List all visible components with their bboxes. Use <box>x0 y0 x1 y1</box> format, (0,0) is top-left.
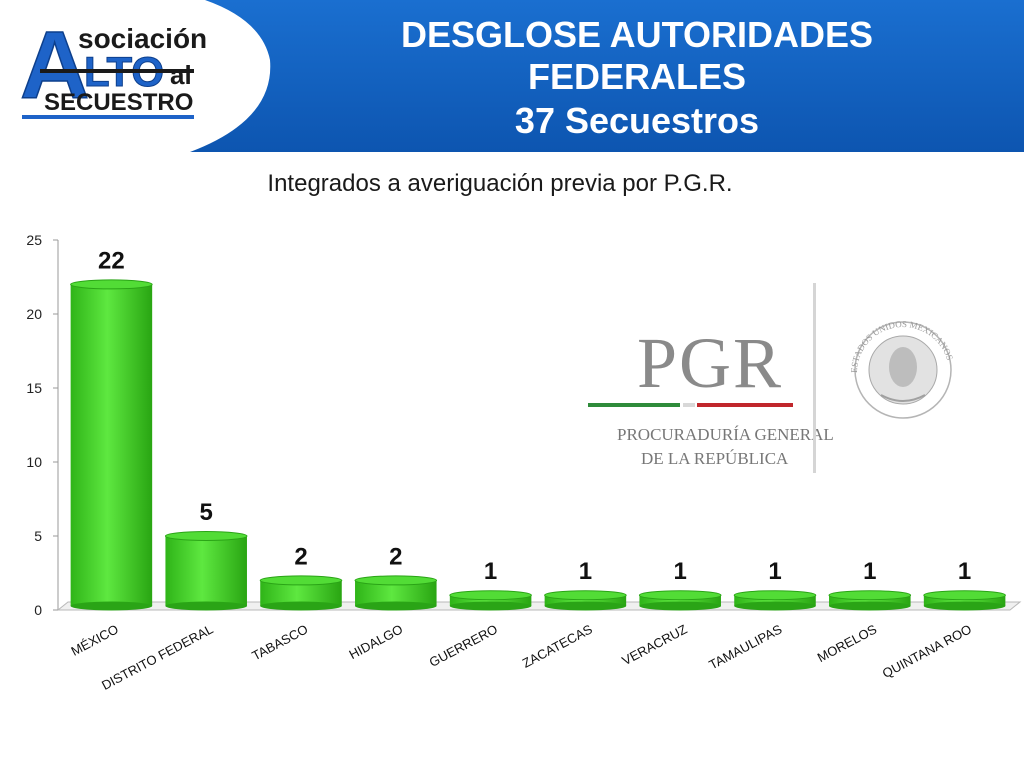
y-tick-label: 0 <box>34 602 42 618</box>
bar-top <box>544 590 627 601</box>
pgr-stripe-red <box>697 403 793 407</box>
logo-sociacion: sociación <box>78 23 207 54</box>
bar-value-label: 2 <box>389 543 402 570</box>
pgr-logo: PGR PROCURADURÍA GENERAL DE LA REPÚBLICA… <box>588 283 955 473</box>
bar-body <box>449 595 532 606</box>
bar-base <box>829 601 911 611</box>
bar-value-label: 1 <box>674 558 687 585</box>
bar-body <box>829 595 911 606</box>
bar-base <box>165 601 247 611</box>
bar <box>449 590 532 611</box>
bar-top <box>828 590 912 601</box>
bar-value-label: 1 <box>958 558 971 585</box>
bar <box>923 590 1006 611</box>
category-label: VERACRUZ <box>619 621 689 668</box>
category-label: TABASCO <box>249 621 310 663</box>
category-label: HIDALGO <box>347 621 406 662</box>
asociacion-alto-al-secuestro-logo: A sociación LTO al SECUESTRO <box>19 11 207 120</box>
header-blue-panel <box>190 0 1024 152</box>
bar <box>70 279 153 611</box>
category-label: QUINTANA ROO <box>880 621 974 681</box>
bar-top <box>259 575 343 586</box>
bar-base <box>70 601 153 611</box>
y-tick-label: 25 <box>26 232 42 248</box>
bar-base <box>449 601 532 611</box>
bar-body <box>70 284 153 606</box>
bar-body <box>923 595 1006 606</box>
logo-al: al <box>170 60 192 90</box>
y-tick-label: 10 <box>26 454 42 470</box>
bar-top <box>638 590 722 601</box>
bar-top <box>70 279 153 290</box>
title-line-1: DESGLOSE AUTORIDADES <box>400 14 874 55</box>
bar <box>259 575 343 611</box>
logo-bar <box>40 69 194 73</box>
bar-base <box>923 601 1006 611</box>
subtitle: Integrados a averiguación previa por P.G… <box>0 170 1000 198</box>
logo-letter-a: A <box>20 12 89 119</box>
bar-body <box>639 595 721 606</box>
pgr-acronym: PGR <box>637 323 783 403</box>
bar-body <box>544 595 627 606</box>
bar-value-label: 1 <box>579 558 592 585</box>
bar-base <box>355 601 437 611</box>
bar-top <box>354 575 438 586</box>
y-tick-label: 15 <box>26 380 42 396</box>
category-label: GUERRERO <box>427 621 500 670</box>
title-line-2: FEDERALES <box>527 56 747 97</box>
bar <box>544 590 627 611</box>
bar-value-label: 2 <box>294 543 307 570</box>
y-tick-label: 20 <box>26 306 42 322</box>
bar <box>354 575 438 611</box>
bar-base <box>544 601 627 611</box>
bar <box>733 590 817 611</box>
pgr-stripe-white <box>683 403 695 407</box>
bar-value-label: 5 <box>200 499 213 526</box>
bar-base <box>260 601 342 611</box>
bar-top <box>164 531 248 541</box>
bar-value-label: 1 <box>768 558 781 585</box>
pgr-stripe-green <box>588 403 680 407</box>
header-band <box>190 0 1024 152</box>
bar-body <box>165 536 247 606</box>
category-label: MÉXICO <box>68 621 120 658</box>
subtitle-text: Integrados a averiguación previa por P.G… <box>267 170 733 197</box>
bar-top <box>923 590 1006 601</box>
bar-body <box>734 595 816 606</box>
bar-value-label: 22 <box>98 247 125 274</box>
title-line-3: 37 Secuestros <box>514 100 760 141</box>
bar-value-label: 1 <box>484 558 497 585</box>
category-label: TAMAULIPAS <box>706 621 784 672</box>
page-title: DESGLOSE AUTORIDADES FEDERALES 37 Secues… <box>262 14 1012 144</box>
bar-base <box>639 601 721 611</box>
chart-bars <box>70 279 1006 611</box>
bar-top <box>449 590 532 601</box>
logo-underline <box>22 115 194 119</box>
pgr-line-2: DE LA REPÚBLICA <box>641 449 789 468</box>
bar-base <box>734 601 816 611</box>
bar <box>638 590 722 611</box>
pgr-divider <box>813 283 816 473</box>
category-label: ZACATECAS <box>520 621 595 671</box>
bar <box>164 531 248 611</box>
bar-top <box>733 590 817 601</box>
category-label: MORELOS <box>815 621 880 665</box>
bar-value-label: 1 <box>863 558 876 585</box>
y-tick-label: 5 <box>34 528 42 544</box>
pgr-line-1: PROCURADURÍA GENERAL <box>617 425 834 444</box>
logo-secuestro: SECUESTRO <box>44 89 193 116</box>
bar <box>828 590 912 611</box>
